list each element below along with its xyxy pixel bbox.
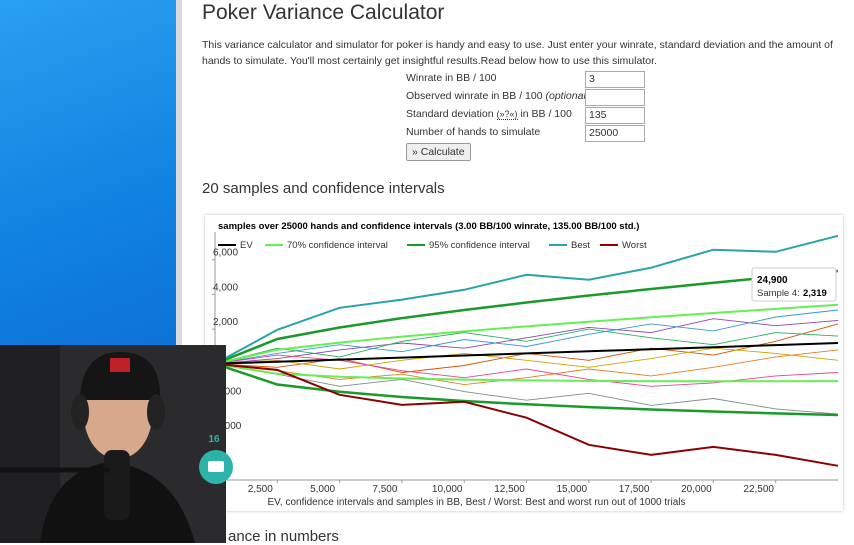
hands-input[interactable]: 25000 — [585, 125, 645, 142]
y-tick-label: 6,000 — [213, 248, 238, 259]
tooltip-series: Sample 4: — [757, 288, 800, 299]
observed-input[interactable] — [585, 89, 645, 106]
tooltip: 24,900 Sample 4: 2,319 — [751, 267, 837, 302]
std-label: Standard deviation (»?«) in BB / 100 — [406, 108, 572, 120]
plot: -4,000-2,00002,0004,0006,0002,5005,0007,… — [212, 232, 839, 508]
x-tick-label: 17,500 — [619, 484, 650, 495]
tooltip-value: 2,319 — [803, 288, 827, 299]
next-heading: ance in numbers — [228, 528, 339, 545]
sample-line — [214, 323, 839, 373]
sample-line — [214, 318, 839, 365]
observed-label-text: Observed winrate in BB / 100 — [406, 90, 543, 102]
webcam-headphone-left — [71, 394, 89, 430]
legend-label: Best — [571, 240, 590, 251]
sample-line — [214, 328, 839, 365]
observed-label: Observed winrate in BB / 100 (optional) — [406, 90, 589, 102]
interval-lower — [214, 362, 839, 383]
interval-upper — [214, 303, 839, 365]
chat-icon — [208, 461, 224, 472]
legend-label: EV — [240, 240, 253, 251]
series-line — [214, 342, 839, 365]
webcam-headphone-right — [147, 394, 165, 430]
x-tick-label: 7,500 — [372, 484, 397, 495]
winrate-label: Winrate in BB / 100 — [406, 72, 497, 84]
series-line — [214, 362, 839, 467]
page-edge — [176, 0, 182, 543]
x-tick-label: 15,000 — [557, 484, 588, 495]
webcam-cap — [80, 352, 160, 400]
x-tick-label: 5,000 — [310, 484, 335, 495]
tooltip-box — [751, 267, 837, 302]
optional-note: (optional) — [545, 90, 590, 102]
legend-label: 70% confidence interval — [287, 240, 388, 251]
chart-title: samples over 25000 hands and confidence … — [218, 221, 639, 232]
x-tick-label: 12,500 — [494, 484, 525, 495]
std-label-start: Standard deviation — [406, 108, 494, 120]
webcam-cap-logo — [110, 358, 130, 372]
legend-label: Worst — [622, 240, 647, 251]
x-tick-label: 20,000 — [681, 484, 712, 495]
chat-badge: 16 — [208, 434, 220, 445]
sample-line — [214, 363, 839, 415]
page-title: Poker Variance Calculator — [202, 1, 445, 24]
sample-line — [214, 309, 839, 365]
std-help[interactable]: (»?«) — [496, 109, 518, 120]
tooltip-x: 24,900 — [757, 275, 788, 286]
std-label-end: in BB / 100 — [520, 108, 572, 120]
winrate-input[interactable]: 3 — [585, 71, 645, 88]
std-input[interactable]: 135 — [585, 107, 645, 124]
y-tick-label: -2,000 — [213, 386, 242, 397]
y-tick-label: 2,000 — [213, 317, 238, 328]
x-tick-label: 22,500 — [743, 484, 774, 495]
intro-text: This variance calculator and simulator f… — [202, 39, 833, 67]
webcam-microphone — [104, 450, 130, 520]
x-axis-label: EV, confidence intervals and samples in … — [268, 497, 686, 508]
hands-label: Number of hands to simulate — [406, 126, 541, 138]
section-heading: 20 samples and confidence intervals — [202, 180, 445, 197]
x-tick-label: 10,000 — [432, 484, 463, 495]
sample-line — [214, 347, 839, 370]
legend-label: 95% confidence interval — [429, 240, 530, 251]
y-tick-label: -4,000 — [213, 421, 242, 432]
calculate-button[interactable]: » Calculate — [406, 143, 471, 161]
series-line — [214, 234, 839, 365]
x-tick-label: 2,500 — [248, 484, 273, 495]
y-tick-label: 4,000 — [213, 282, 238, 293]
webcam-overlay — [0, 345, 226, 543]
interval-upper — [214, 269, 839, 365]
interval-lower — [214, 362, 839, 417]
